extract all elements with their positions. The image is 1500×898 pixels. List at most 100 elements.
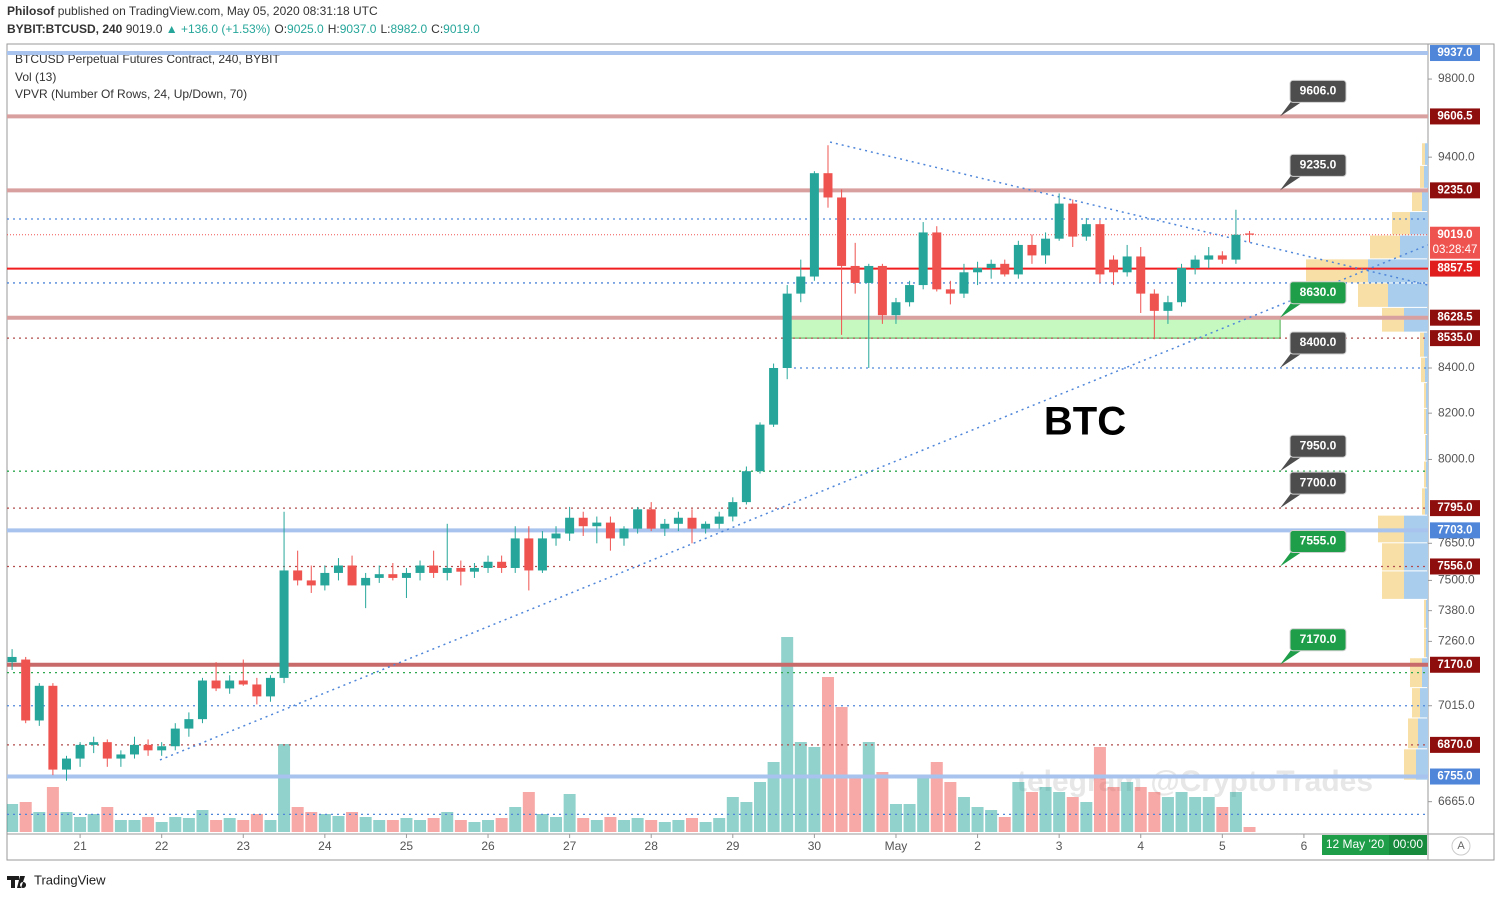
volume-bar [509, 807, 522, 832]
vpvr-up [1426, 461, 1428, 488]
volume-bar [468, 822, 481, 832]
candle-body [1013, 244, 1023, 275]
candle-body [959, 272, 969, 294]
callout-pointer [1280, 100, 1304, 117]
candle-body [48, 685, 58, 770]
candle-body [469, 567, 479, 572]
volume-bar [767, 762, 780, 832]
symbol-line: BYBIT:BTCUSD, 240 9019.0 ▲ +136.0 (+1.53… [7, 22, 480, 36]
volume-bar [1012, 782, 1025, 832]
x-tick-label: 24 [318, 839, 332, 853]
volume-bar [1066, 797, 1079, 832]
callout-label: 8630.0 [1300, 285, 1337, 299]
volume-bar [87, 814, 100, 832]
candle-body [1136, 256, 1146, 294]
candle-body [429, 565, 439, 573]
candle-body [837, 197, 847, 266]
candle-body [1095, 224, 1105, 275]
y-tick-label: 9400.0 [1438, 149, 1475, 163]
level-tag-box [1430, 500, 1480, 517]
candle-body [864, 265, 874, 283]
y-tick-label: 8400.0 [1438, 360, 1475, 374]
vpvr-down [1424, 461, 1426, 488]
volume-bar [291, 807, 304, 832]
volume-bar [1134, 787, 1147, 832]
volume-bar [713, 818, 726, 832]
vpvr-up [1426, 408, 1428, 435]
auto-label[interactable]: A [1457, 840, 1465, 852]
legend-item: VPVR (Number Of Rows, 24, Up/Down, 70) [15, 87, 247, 101]
candle-body [415, 565, 425, 573]
callout-label: 7555.0 [1300, 534, 1337, 548]
volume-bar [522, 792, 535, 832]
vpvr-up [1404, 571, 1428, 599]
vpvr-up [1388, 283, 1428, 307]
volume-bar [182, 818, 195, 832]
auto-button[interactable] [1451, 836, 1471, 856]
callout-box [1289, 153, 1347, 177]
candle-body [728, 502, 738, 517]
candle-body [388, 574, 398, 578]
candle-body [265, 677, 275, 697]
volume-bar [305, 812, 318, 832]
volume-bar [1148, 792, 1161, 832]
volume-bar [930, 762, 943, 832]
candle-body [21, 659, 31, 721]
candle-body [102, 742, 112, 759]
vpvr-up [1426, 599, 1428, 628]
volume-bar [985, 810, 998, 832]
candle-body [225, 680, 235, 689]
volume-bar [318, 814, 331, 832]
x-tick-label: 21 [73, 839, 87, 853]
volume-bar [536, 814, 549, 832]
vpvr-down [1382, 571, 1404, 599]
volume-bar [1175, 792, 1188, 832]
vpvr-down [1424, 628, 1426, 658]
volume-bar [441, 812, 454, 832]
x-tick-label: May [885, 839, 908, 853]
trendline [159, 244, 1428, 761]
candle-body [170, 728, 180, 747]
level-tag-box [1430, 260, 1480, 277]
volume-bar [495, 818, 508, 832]
level-tag-box [1430, 309, 1480, 326]
ohlc-value: 9037.0 [340, 22, 377, 36]
x-tick-label: 26 [481, 839, 495, 853]
level-tag-box [1430, 558, 1480, 575]
candle-body [61, 758, 71, 770]
candle-body [755, 424, 765, 472]
volume-bar [114, 820, 127, 832]
volume-bar [346, 812, 359, 832]
level-tag: 7795.0 [1437, 502, 1472, 514]
volume-bar [237, 820, 250, 832]
volume-bar [33, 812, 46, 832]
volume-bar [821, 677, 834, 832]
plot-area: telegram @CryptoTrades BTC 9606.0 9235.0 863… [7, 51, 1428, 832]
candle-body [1000, 263, 1010, 275]
volume-bar [1053, 792, 1066, 832]
callout-box [1289, 529, 1347, 553]
vpvr-down [1392, 212, 1410, 235]
y-tick-label: 7015.0 [1438, 698, 1475, 712]
volume-bar [454, 820, 467, 832]
vpvr-down [1421, 357, 1425, 383]
candle-body [1081, 224, 1091, 237]
candle-body [89, 742, 99, 745]
level-tag-box [1430, 182, 1480, 199]
callout-box [1289, 79, 1347, 103]
y-tick-label: 8200.0 [1438, 405, 1475, 419]
volume-bar [808, 747, 821, 832]
vpvr-up [1422, 188, 1428, 212]
vpvr-up [1418, 718, 1428, 749]
x-tick-label: 30 [808, 839, 822, 853]
x-tick-label: 3 [1056, 839, 1063, 853]
candle-body [401, 572, 411, 578]
volume-bar [1216, 807, 1229, 832]
candle-body [551, 533, 561, 539]
volume-bar [876, 772, 889, 832]
candle-body [320, 572, 330, 586]
symbol: BYBIT:BTCUSD, 240 [7, 22, 123, 36]
candle-body [1163, 302, 1173, 311]
